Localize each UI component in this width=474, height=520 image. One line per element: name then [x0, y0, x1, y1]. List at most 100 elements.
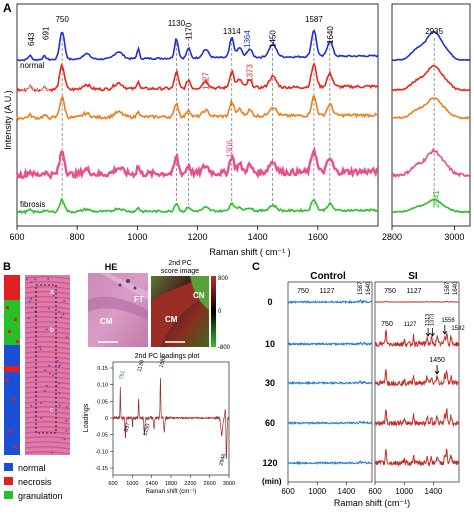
- xtick-label: 1400: [146, 481, 158, 487]
- peak-label: 751: [118, 370, 126, 380]
- he-nucleus: [39, 345, 41, 348]
- he-nucleus: [47, 307, 50, 310]
- ytick-label: -0.10: [95, 449, 108, 455]
- xtick-label: 600: [9, 232, 24, 242]
- panel-a-ylabel: Intensity (A.U.): [3, 90, 13, 150]
- class-segment: [4, 275, 20, 300]
- he-fiber: [24, 431, 71, 435]
- peak-label: 2946: [219, 453, 228, 466]
- series-label: granulation: [20, 155, 60, 164]
- he-nucleus: [63, 438, 66, 441]
- row-label: 30: [265, 378, 275, 388]
- colorbar-tick-mid: 0: [218, 309, 222, 315]
- he-nucleus: [46, 384, 48, 387]
- peak-label: 2941: [432, 190, 441, 208]
- he-fiber: [24, 301, 71, 305]
- he-nucleus: [28, 300, 31, 302]
- ytick-label: -0.05: [95, 433, 108, 439]
- peak-arrow: [430, 328, 435, 337]
- peak-label: 1130: [137, 360, 146, 373]
- he-nucleus: [65, 429, 68, 432]
- he-fiber: [24, 441, 71, 445]
- xtick-label: 3000: [223, 481, 235, 487]
- class-pixel: [9, 430, 12, 433]
- xtick-label: 1400: [338, 487, 356, 496]
- peak-label: 1130: [168, 19, 186, 28]
- time-row-labels: 0 10 30 60 120: [262, 297, 277, 468]
- series-label: normal: [20, 61, 45, 70]
- control-spectrum: [288, 420, 373, 426]
- panel-b-letter: B: [3, 261, 11, 273]
- he-nucleus: [30, 306, 33, 309]
- si-title: SI: [408, 271, 418, 282]
- class-pixel: [6, 378, 9, 381]
- class-segment: [4, 372, 20, 455]
- pc-title-1: 2nd PC: [168, 260, 191, 267]
- peak-label: 1250: [143, 423, 152, 436]
- he-fiber: [24, 391, 71, 395]
- peak-label: 1450: [269, 30, 278, 48]
- ytick-label: 0.05: [97, 399, 108, 405]
- he-fiber: [24, 306, 71, 310]
- control-spectrum: [287, 460, 372, 466]
- colorbar-tick-bottom: -800: [218, 345, 231, 351]
- panel-a: A Intensity (A.U.) 600 800 1000 1200 1400 160…: [3, 1, 471, 257]
- series-label: fibrosis: [20, 200, 45, 209]
- he-fiber: [24, 371, 71, 375]
- he-nucleus: [40, 402, 42, 404]
- he-nucleus: [58, 365, 60, 368]
- he-fiber: [24, 401, 71, 405]
- he-fiber: [24, 321, 71, 325]
- he-fiber: [24, 286, 71, 290]
- peak-label: 1127: [319, 288, 334, 295]
- panel-c-spectra: [287, 298, 460, 468]
- peak-label: 2935: [425, 27, 443, 36]
- he-nucleus: [65, 406, 68, 409]
- he-nucleus: [40, 417, 43, 420]
- xtick-label: 2600: [204, 481, 216, 487]
- row-unit: (min): [262, 477, 282, 486]
- he-fiber: [24, 341, 71, 345]
- he-nucleus: [60, 316, 63, 319]
- he-nucleus: [44, 390, 46, 392]
- he-nucleus: [65, 336, 68, 339]
- class-pixel: [14, 446, 17, 449]
- control-spectrum: [287, 380, 372, 386]
- peak-label: 1127: [406, 288, 421, 295]
- peak-arrow: [442, 325, 448, 335]
- figure-caption: [0, 509, 474, 520]
- peak-label: 1170: [184, 22, 193, 40]
- peak-label: 750: [297, 288, 309, 295]
- xtick-label: 1000: [308, 487, 326, 496]
- peak-label: 1364: [243, 30, 252, 48]
- he-fiber: [24, 416, 71, 420]
- si-axes: [374, 281, 460, 483]
- row-label: 0: [267, 297, 272, 307]
- peak-label: 1127: [404, 322, 418, 328]
- class-segment: [4, 300, 20, 345]
- peak-label: 857: [124, 422, 132, 432]
- loadings-title: 2nd PC loadings plot: [135, 353, 200, 360]
- he-nucleus: [56, 360, 59, 362]
- section-letter-c: c: [50, 407, 54, 414]
- peak-label: 1640: [453, 281, 459, 295]
- si-spectrum: [374, 300, 459, 303]
- he-fiber: [24, 276, 71, 280]
- panel-c: C Control SI 0 10 30 60 120 (min) 750 1127 158…: [252, 261, 465, 508]
- he-nucleus: [30, 298, 33, 300]
- spectrum-right: [391, 198, 471, 214]
- row-label: 10: [265, 339, 275, 349]
- he-nucleus: [27, 317, 30, 320]
- xtick-label: 600: [368, 487, 382, 496]
- spectrum-right: [391, 30, 470, 62]
- panel-a-spectra: [15, 28, 471, 215]
- panel-c-letter: C: [252, 261, 260, 273]
- colorbar-tick-top: 800: [218, 276, 229, 282]
- he-fiber: [24, 281, 71, 285]
- he-fiber: [24, 446, 71, 450]
- control-spectrum: [287, 341, 373, 347]
- peak-label: 1450: [429, 357, 445, 364]
- he-image: [88, 273, 148, 347]
- he-fiber: [24, 366, 71, 370]
